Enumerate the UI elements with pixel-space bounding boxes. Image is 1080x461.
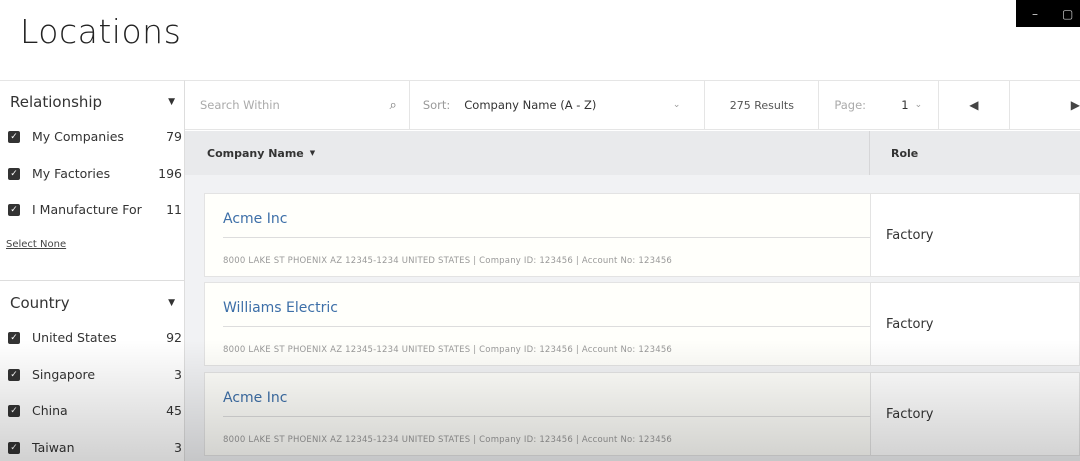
filter-i-manufacture-for[interactable]: ✓ I Manufacture For 11 (8, 202, 182, 217)
company-role: Factory (886, 406, 934, 422)
company-name-link[interactable]: Acme Inc (223, 211, 288, 227)
filter-count: 11 (166, 202, 182, 217)
table-row[interactable]: Acme Inc 8000 LAKE ST PHOENIX AZ 12345-12… (204, 193, 1080, 277)
column-role[interactable]: Role (870, 131, 918, 175)
country-filter-header[interactable]: Country ▼ (10, 294, 175, 312)
filter-singapore[interactable]: ✓ Singapore 3 (8, 367, 182, 382)
column-label: Company Name (207, 146, 304, 160)
search-input[interactable]: Search Within ⌕ (185, 81, 410, 129)
filter-taiwan[interactable]: ✓ Taiwan 3 (8, 440, 182, 455)
sort-label: Sort: (422, 98, 451, 112)
page-value: 1 (901, 98, 909, 112)
column-label: Role (891, 146, 919, 160)
relationship-filter-header[interactable]: Relationship ▼ (10, 93, 175, 111)
relationship-title: Relationship (10, 93, 103, 111)
checkbox-checked-icon[interactable]: ✓ (8, 203, 20, 216)
page-select[interactable]: Page: 1 ⌄ (819, 81, 940, 129)
caret-down-icon[interactable]: ▼ (168, 97, 175, 107)
company-details: 8000 LAKE ST PHOENIX AZ 12345-1234 UNITE… (223, 256, 673, 266)
sort-select[interactable]: Sort: Company Name (A - Z) ⌄ (410, 81, 706, 129)
table-row[interactable]: Acme Inc 8000 LAKE ST PHOENIX AZ 12345-12… (204, 372, 1080, 456)
filter-label: Singapore (32, 367, 96, 382)
company-details: 8000 LAKE ST PHOENIX AZ 12345-1234 UNITE… (223, 345, 673, 355)
chevron-down-icon: ⌄ (672, 100, 681, 110)
checkbox-checked-icon[interactable]: ✓ (8, 441, 20, 454)
table-header: Company Name ▼ Role (185, 131, 1080, 175)
filter-label: My Companies (32, 129, 124, 144)
sort-caret-icon: ▼ (309, 149, 316, 157)
company-name-link[interactable]: Williams Electric (223, 300, 338, 316)
filter-label: United States (32, 330, 117, 345)
caret-down-icon[interactable]: ▼ (168, 298, 175, 308)
checkbox-checked-icon[interactable]: ✓ (8, 167, 20, 180)
filter-label: Taiwan (32, 440, 75, 455)
company-role: Factory (886, 227, 934, 243)
results-count: 275 Results (705, 81, 820, 129)
chevron-down-icon: ⌄ (914, 100, 923, 110)
country-title: Country (10, 294, 70, 312)
filter-label: My Factories (32, 166, 111, 181)
results-toolbar: Search Within ⌕ Sort: Company Name (A - Z)… (185, 80, 1080, 130)
column-company-name[interactable]: Company Name ▼ (185, 131, 870, 175)
company-role: Factory (886, 316, 934, 332)
filter-my-companies[interactable]: ✓ My Companies 79 (8, 129, 182, 144)
checkbox-checked-icon[interactable]: ✓ (8, 331, 20, 344)
caret-left-icon: ◀ (969, 98, 979, 112)
checkbox-checked-icon[interactable]: ✓ (8, 130, 20, 143)
page-title: Locations (20, 12, 182, 51)
divider (0, 280, 185, 281)
next-page-button[interactable]: ▶ (1010, 81, 1080, 129)
filter-count: 196 (158, 166, 182, 181)
prev-page-button[interactable]: ◀ (939, 81, 1010, 129)
filter-count: 3 (174, 440, 182, 455)
company-details: 8000 LAKE ST PHOENIX AZ 12345-1234 UNITE… (223, 435, 673, 445)
filter-count: 3 (174, 367, 182, 382)
sort-value: Company Name (A - Z) (464, 98, 597, 112)
table-row[interactable]: Williams Electric 8000 LAKE ST PHOENIX AZ… (204, 282, 1080, 366)
page-label: Page: (834, 98, 867, 112)
filter-count: 45 (166, 403, 182, 418)
checkbox-checked-icon[interactable]: ✓ (8, 404, 20, 417)
caret-right-icon: ▶ (1070, 98, 1080, 112)
checkbox-checked-icon[interactable]: ✓ (8, 368, 20, 381)
filter-china[interactable]: ✓ China 45 (8, 403, 182, 418)
restore-button[interactable]: ▢ (1062, 6, 1074, 21)
filter-my-factories[interactable]: ✓ My Factories 196 (8, 166, 182, 181)
company-name-link[interactable]: Acme Inc (223, 390, 288, 406)
minimize-button[interactable]: – (1032, 6, 1038, 21)
filter-count: 92 (166, 330, 182, 345)
select-none-link[interactable]: Select None (6, 239, 67, 250)
filter-label: China (32, 403, 68, 418)
filter-count: 79 (166, 129, 182, 144)
filter-sidebar: Relationship ▼ ✓ My Companies 79 ✓ My Facto… (0, 80, 185, 461)
filter-united-states[interactable]: ✓ United States 92 (8, 330, 182, 345)
search-placeholder: Search Within (200, 98, 280, 112)
filter-label: I Manufacture For (32, 202, 142, 217)
search-icon[interactable]: ⌕ (389, 97, 397, 113)
window-controls: – ▢ (1016, 0, 1080, 27)
